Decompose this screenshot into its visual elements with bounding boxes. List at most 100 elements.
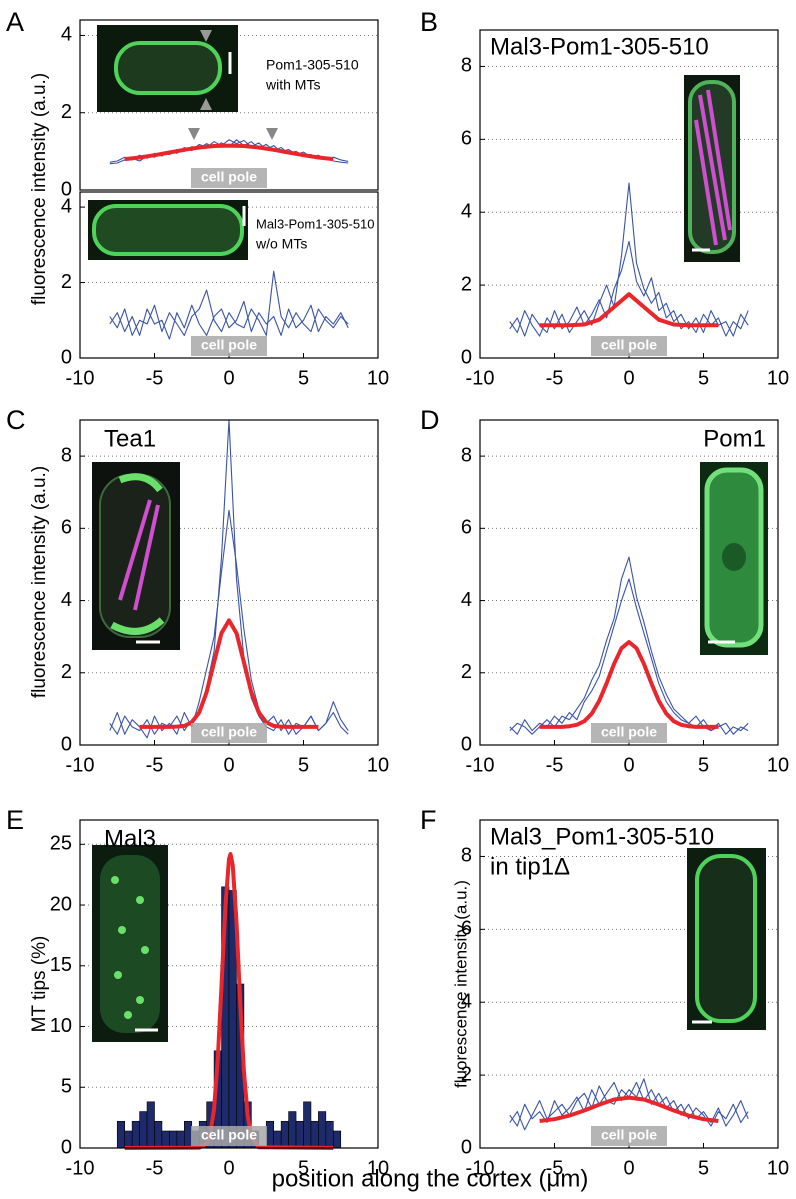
annotation-box [191,168,267,188]
y-tick-label: 10 [50,1015,72,1037]
plots: 0 2 4 cell pole 0 2 4 -10 -5 0 5 10 cell pole 0 2 4 6 8 -1… [50,19,789,1179]
histogram-bar [280,1120,289,1149]
y-tick-label: 4 [461,991,472,1013]
fit-curve [539,640,719,729]
trace [109,270,349,336]
histogram-bar [154,1120,163,1149]
panel-letter: A [6,7,24,37]
trace [509,578,749,735]
x-tick-label: 10 [367,367,389,389]
y-tick-label: 6 [461,918,472,940]
axes-frame [79,819,379,1149]
annotation: cell pole [201,169,257,185]
annotation: cell pole [201,1127,257,1143]
annotation: cell pole [201,724,257,740]
inset-b [684,75,740,262]
x-tick-label: 5 [298,1157,309,1179]
y-tick-label: 4 [61,24,72,46]
y-tick-label: 4 [461,589,472,611]
histogram-bar [146,1101,155,1149]
x-tick-label: -5 [146,1157,164,1179]
histogram-bar [184,1120,193,1149]
fit-curve [139,618,319,729]
annotation-box [191,336,267,356]
y-axis-label: fluorescence intensity (a.u.) [451,880,470,1088]
y-tick-label: 0 [61,1136,72,1158]
y-tick-label: 4 [61,195,72,217]
inset-a-top [97,25,278,140]
y-tick-label: 2 [61,101,72,123]
fit-curve [124,143,334,162]
x-tick-label: -5 [146,754,164,776]
panel-letter: C [6,405,26,435]
x-tick-label: -10 [466,1157,495,1179]
panel-letter: E [6,805,24,835]
x-tick-label: -10 [466,754,495,776]
x-tick-label: -5 [546,367,564,389]
histogram-bar [161,1130,170,1149]
x-tick-label: 5 [298,754,309,776]
panel-title: Mal3 [104,825,156,852]
panel-subtitle: in tip1Δ [490,853,570,880]
x-axis-label: position along the cortex (μm) [272,1165,589,1192]
x-tick-label: -10 [466,367,495,389]
x-tick-label: 10 [367,754,389,776]
histogram-bar [318,1111,327,1149]
y-tick-label: 6 [461,128,472,150]
x-tick-label: 10 [767,1157,789,1179]
histogram-bar [124,1130,133,1149]
inset-a-bottom [88,200,248,260]
axes-frame [79,191,379,359]
panel-letter: D [420,405,440,435]
x-tick-label: 10 [767,754,789,776]
annotation-box [591,723,667,743]
y-tick-label: 2 [461,661,472,683]
y-tick-label: 2 [461,1063,472,1085]
y-tick-label: 20 [50,893,72,915]
histogram-bar [169,1130,178,1149]
y-tick-label: 0 [61,346,72,368]
histogram-bar [139,1111,148,1149]
inset-caption: with MTs [265,77,320,93]
x-tick-label: 0 [623,367,634,389]
y-tick-label: 2 [461,273,472,295]
annotation: cell pole [601,724,657,740]
x-tick-label: 5 [298,367,309,389]
annotation: cell pole [201,337,257,353]
y-tick-label: 0 [461,1136,472,1158]
histogram-bar [295,1120,304,1149]
x-tick-label: 10 [367,1157,389,1179]
y-tick-label: 8 [461,444,472,466]
x-tick-label: -10 [66,754,95,776]
panel-letter: F [420,805,437,835]
y-tick-label: 2 [61,661,72,683]
panel-title: Pom1 [703,425,766,452]
inset-e [92,845,168,1042]
inset-caption: Mal3-Pom1-305-510 [256,216,375,231]
annotation: cell pole [601,337,657,353]
x-tick-label: -10 [66,367,95,389]
fit-curve [539,1095,719,1123]
histogram-bar [116,1120,125,1149]
histogram-bar [303,1101,312,1149]
y-axis-label: MT tips (%) [29,936,50,1033]
histogram-bar [332,1130,342,1149]
inset-c [92,462,180,650]
y-tick-label: 0 [461,346,472,368]
trace [109,300,349,340]
axes-frame [79,19,379,191]
x-tick-label: -5 [546,1157,564,1179]
trace [509,182,749,337]
annotation-box [591,1126,667,1146]
annotation: cell pole [601,1127,657,1143]
inset-d [700,462,768,655]
y-tick-label: 0 [61,733,72,755]
annotation-box [191,723,267,743]
y-tick-label: 8 [461,55,472,77]
y-tick-label: 8 [461,845,472,867]
y-tick-label: 8 [61,444,72,466]
axes-frame [479,419,779,746]
annotation-box [191,1126,267,1146]
histogram-bar [131,1120,140,1149]
panel-title: Mal3_Pom1-305-510 [490,823,714,850]
